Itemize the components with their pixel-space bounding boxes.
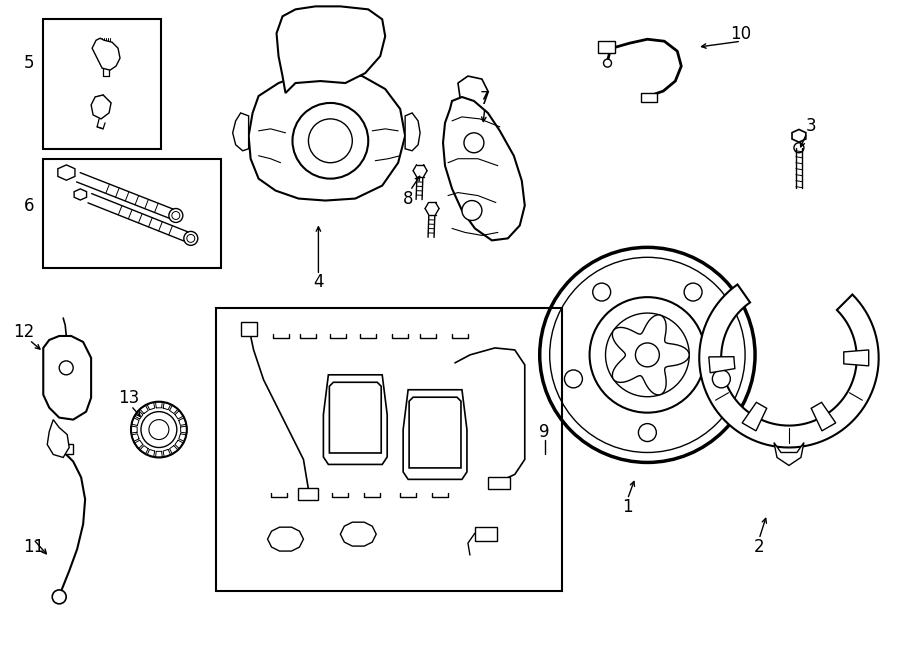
Polygon shape bbox=[47, 420, 69, 457]
Polygon shape bbox=[699, 284, 878, 447]
Polygon shape bbox=[340, 522, 376, 546]
Polygon shape bbox=[742, 403, 767, 431]
Text: 8: 8 bbox=[403, 190, 413, 208]
Text: 6: 6 bbox=[24, 196, 34, 215]
Polygon shape bbox=[92, 38, 120, 70]
Polygon shape bbox=[410, 397, 461, 468]
Polygon shape bbox=[329, 382, 382, 453]
Polygon shape bbox=[443, 97, 525, 241]
Polygon shape bbox=[323, 375, 387, 465]
Polygon shape bbox=[233, 113, 248, 151]
Bar bbox=[216, 308, 562, 591]
Circle shape bbox=[52, 590, 67, 604]
Polygon shape bbox=[58, 165, 75, 180]
Circle shape bbox=[59, 361, 73, 375]
Bar bbox=[43, 19, 161, 149]
Bar bbox=[475, 527, 497, 541]
Circle shape bbox=[131, 402, 187, 457]
Polygon shape bbox=[267, 527, 303, 551]
Text: 2: 2 bbox=[753, 538, 764, 556]
Bar bbox=[240, 322, 256, 336]
Polygon shape bbox=[792, 130, 806, 142]
Polygon shape bbox=[74, 189, 86, 200]
Polygon shape bbox=[43, 336, 91, 420]
Text: 1: 1 bbox=[622, 498, 633, 516]
Polygon shape bbox=[91, 95, 111, 119]
Polygon shape bbox=[709, 357, 735, 373]
Bar bbox=[642, 93, 657, 102]
Bar bbox=[488, 477, 509, 489]
Bar bbox=[598, 41, 616, 53]
Text: 5: 5 bbox=[24, 54, 34, 72]
Text: 12: 12 bbox=[13, 323, 34, 341]
Text: 7: 7 bbox=[480, 90, 491, 108]
Polygon shape bbox=[844, 350, 868, 366]
Circle shape bbox=[292, 103, 368, 178]
Polygon shape bbox=[248, 71, 405, 200]
Text: 10: 10 bbox=[731, 25, 752, 43]
Text: 13: 13 bbox=[119, 389, 140, 407]
Polygon shape bbox=[403, 390, 467, 479]
Circle shape bbox=[604, 59, 611, 67]
Polygon shape bbox=[276, 7, 385, 93]
Bar bbox=[299, 488, 319, 500]
Bar bbox=[58, 444, 73, 455]
Circle shape bbox=[635, 343, 660, 367]
Text: 4: 4 bbox=[313, 273, 324, 292]
Text: 3: 3 bbox=[806, 117, 816, 135]
Circle shape bbox=[684, 283, 702, 301]
Circle shape bbox=[141, 412, 176, 447]
Polygon shape bbox=[405, 113, 420, 151]
Circle shape bbox=[593, 283, 611, 301]
Text: 9: 9 bbox=[539, 422, 550, 441]
Bar bbox=[43, 159, 220, 268]
Circle shape bbox=[464, 133, 484, 153]
Circle shape bbox=[713, 370, 730, 388]
Polygon shape bbox=[811, 403, 836, 431]
Circle shape bbox=[462, 200, 482, 221]
Text: 11: 11 bbox=[22, 538, 44, 556]
Circle shape bbox=[564, 370, 582, 388]
Polygon shape bbox=[612, 315, 689, 395]
Circle shape bbox=[638, 424, 656, 442]
Polygon shape bbox=[774, 442, 804, 465]
